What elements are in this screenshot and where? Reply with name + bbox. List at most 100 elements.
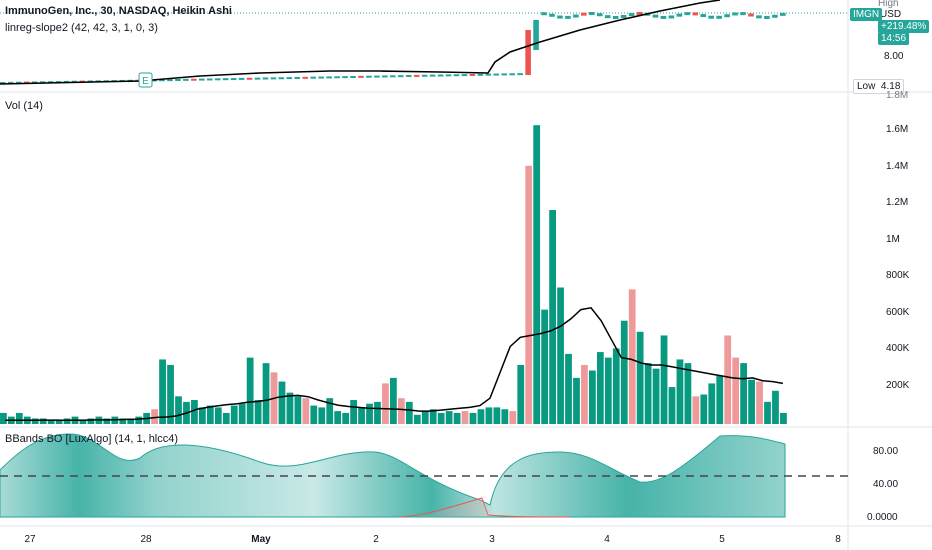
price-candle	[716, 15, 722, 19]
volume-bar	[238, 403, 246, 424]
price-candle	[684, 12, 691, 16]
price-candle	[573, 14, 579, 18]
price-candle	[636, 12, 643, 16]
price-candle	[7, 81, 14, 84]
volume-bar	[230, 405, 238, 424]
volume-bar	[135, 416, 143, 424]
volume-bar	[294, 396, 302, 424]
volume-bar	[15, 412, 23, 424]
price-candle	[620, 15, 627, 19]
price-candle	[31, 81, 38, 84]
volume-bar	[501, 409, 509, 424]
volume-bar	[620, 320, 628, 424]
price-candle	[358, 75, 364, 78]
volume-bar	[191, 400, 198, 424]
price-candle	[652, 14, 659, 18]
volume-bar	[780, 412, 787, 424]
volume-bar	[740, 363, 748, 424]
price-candle	[493, 73, 500, 76]
volume-bar	[732, 357, 740, 424]
symbol-tag: IMGN	[850, 8, 883, 21]
price-candle	[596, 13, 603, 17]
price-candle	[581, 12, 587, 16]
price-candle	[0, 82, 6, 84]
volume-bar	[79, 420, 87, 424]
price-candle	[437, 74, 444, 77]
price-tick-8: 8.00	[884, 51, 904, 62]
volume-bar	[413, 414, 421, 424]
volume-bar	[684, 363, 692, 424]
price-candle	[453, 74, 460, 77]
volume-bar	[485, 407, 493, 424]
price-candle	[326, 76, 332, 79]
volume-bar	[262, 363, 270, 424]
volume-bar	[477, 409, 485, 424]
volume-bar	[222, 412, 230, 424]
price-candle	[589, 12, 595, 16]
price-candle	[15, 81, 22, 84]
volume-bar	[214, 407, 222, 424]
price-candle	[525, 30, 531, 75]
price-candle	[286, 77, 293, 80]
volume-bars	[0, 125, 787, 424]
price-candle	[668, 15, 675, 19]
volume-bar	[127, 418, 135, 424]
price-candle	[732, 12, 738, 16]
volume-bar	[541, 309, 549, 424]
volume-bar	[310, 405, 318, 424]
volume-bar	[246, 357, 254, 424]
price-candle	[390, 75, 396, 78]
earnings-marker: E	[138, 72, 153, 88]
price-candle	[557, 15, 563, 19]
price-candle	[740, 12, 746, 16]
volume-bar	[198, 407, 206, 424]
x-tick: 3	[489, 534, 495, 545]
volume-bar	[668, 387, 676, 424]
currency-label: USD	[880, 9, 902, 20]
price-candle	[167, 79, 173, 82]
volume-title: Vol (14)	[5, 100, 43, 112]
price-candle	[366, 75, 372, 78]
vol-tick: 1.2M	[886, 197, 909, 208]
volume-bar	[390, 377, 397, 424]
price-candle	[445, 74, 452, 77]
volume-bar	[557, 287, 564, 424]
volume-bar	[676, 359, 684, 424]
indicator-label: linreg-slope2 (42, 42, 3, 1, 0, 3)	[5, 22, 158, 34]
countdown-tag: 14:56	[878, 32, 910, 45]
price-candle	[238, 77, 245, 80]
x-tick: 4	[604, 534, 610, 545]
volume-bar	[63, 418, 71, 424]
volume-bar	[453, 412, 461, 424]
price-tick-partial: 1.8M	[886, 90, 909, 101]
volume-bar	[604, 357, 612, 424]
linreg-line	[0, 0, 721, 85]
volume-bar	[700, 394, 708, 424]
vol-tick: 200K	[886, 380, 910, 391]
x-tick: 8	[835, 534, 841, 545]
volume-bar	[254, 400, 262, 424]
price-candle	[748, 13, 754, 17]
vol-tick: 1.6M	[886, 124, 909, 135]
vol-tick: 1M	[886, 234, 900, 245]
volume-bar	[612, 348, 620, 424]
low-label: Low	[857, 81, 876, 92]
price-candle	[175, 79, 181, 81]
volume-bar	[437, 412, 445, 424]
bbands-title: BBands BO [LuxAlgo] (14, 1, hlcc4)	[5, 433, 179, 445]
volume-bar	[573, 377, 580, 424]
volume-bar	[708, 383, 716, 424]
price-candle	[397, 75, 404, 78]
bbands-tick: 0.0000	[867, 512, 898, 523]
volume-bar	[0, 412, 7, 424]
volume-bar	[429, 409, 437, 424]
chart-title: ImmunoGen, Inc., 30, NASDAQ, Heikin Ashi	[5, 5, 232, 17]
price-candle	[191, 78, 197, 81]
price-candle	[780, 12, 786, 16]
volume-bar	[31, 418, 39, 424]
volume-bar	[596, 352, 604, 424]
volume-bar	[589, 370, 596, 424]
price-candle	[477, 73, 484, 76]
price-candle	[565, 15, 571, 19]
volume-bar	[382, 383, 389, 424]
